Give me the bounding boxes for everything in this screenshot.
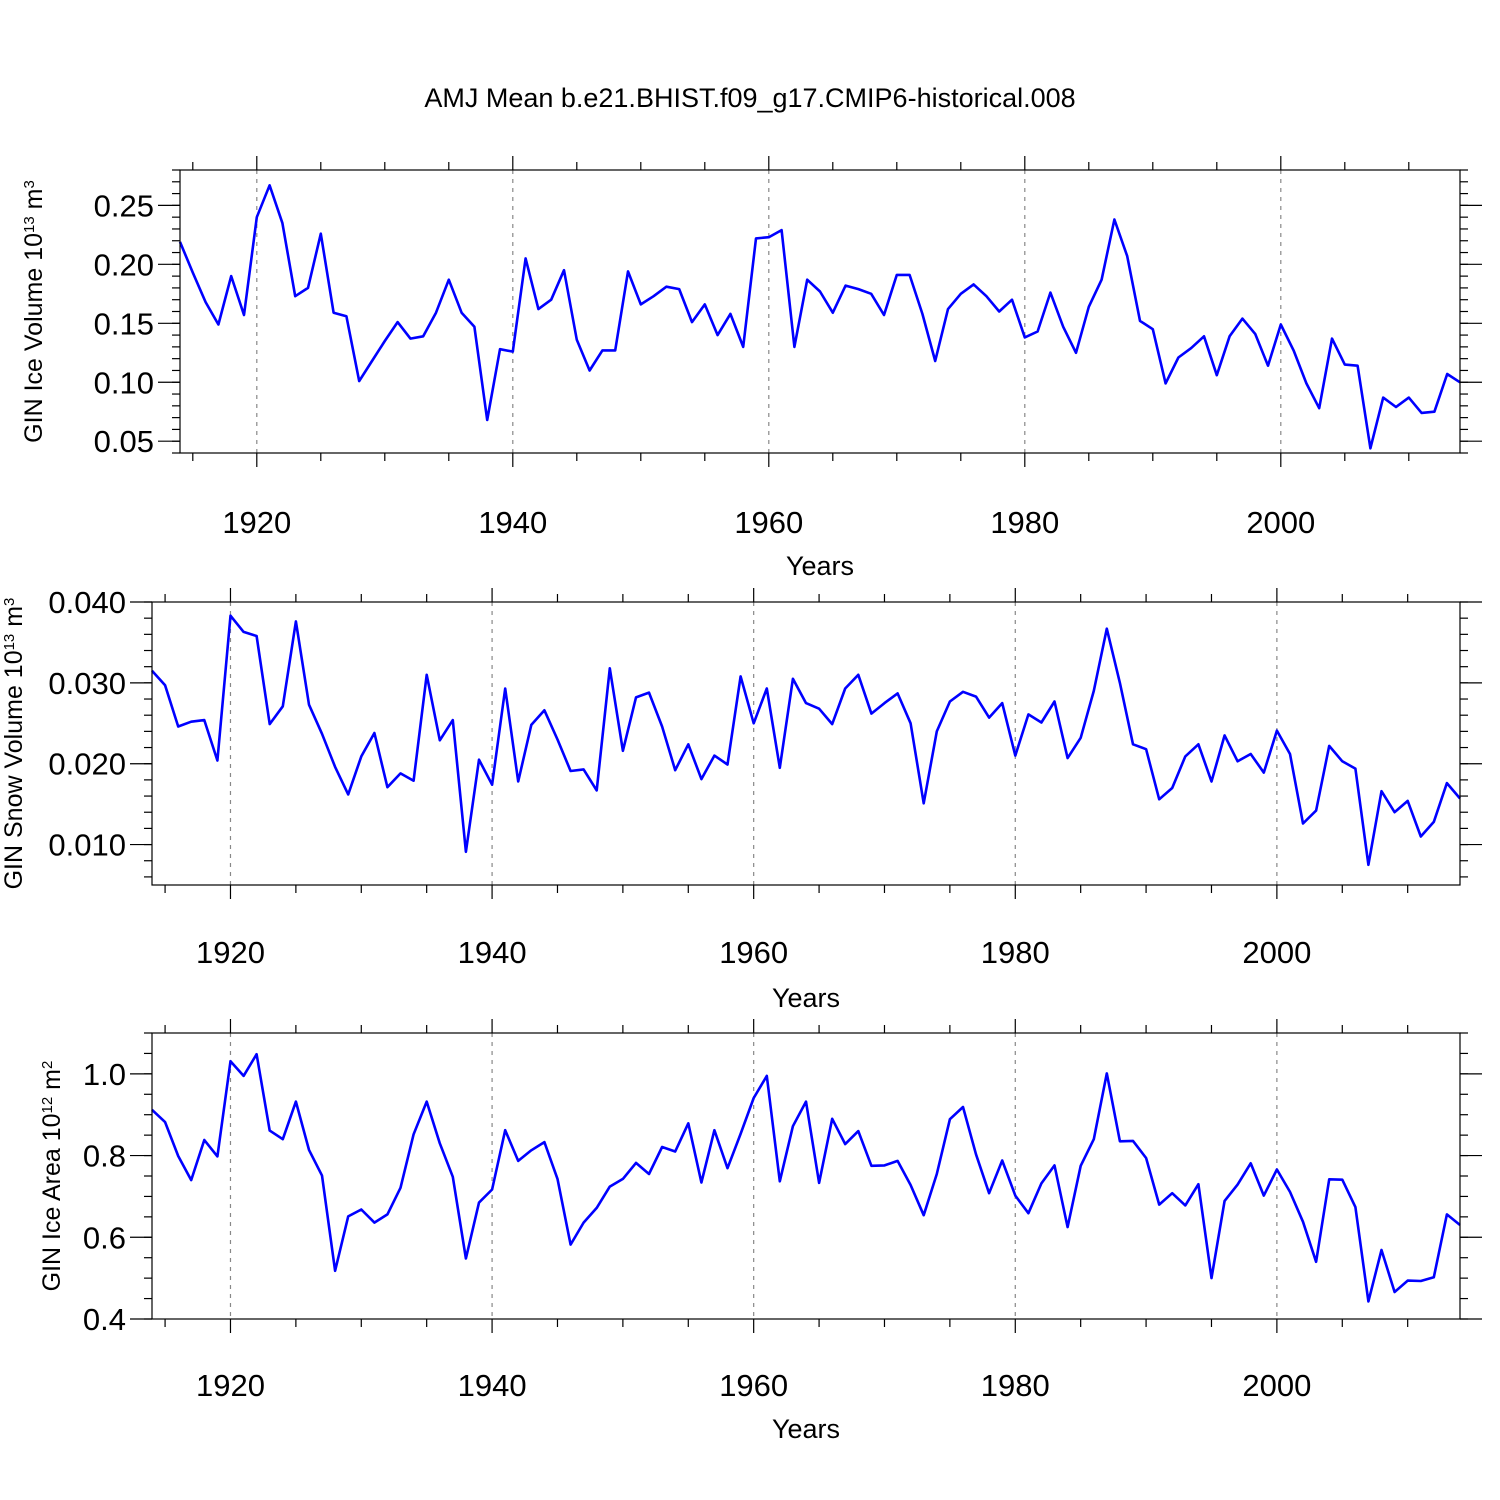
y-tick-label: 0.020 (48, 747, 126, 782)
x-tick-label: 1960 (719, 935, 788, 970)
y-axis-title-part: GIN Snow Volume 10 (0, 650, 28, 889)
y-axis-title-part: m (38, 1069, 66, 1097)
y-axis-title-exponent: 2 (39, 1061, 56, 1069)
y-axis-title-exponent: 12 (39, 1097, 56, 1114)
y-tick-label: 0.010 (48, 828, 126, 863)
x-tick-label: 1920 (196, 935, 265, 970)
x-axis-title: Years (772, 983, 840, 1013)
y-tick-label: 0.10 (94, 365, 154, 400)
x-tick-label: 1960 (719, 1368, 788, 1403)
x-tick-label: 2000 (1242, 1368, 1311, 1403)
y-axis-title-exponent: 13 (21, 216, 38, 233)
snow-volume-panel: 1920 1940 1960 1980 2000 0.010 0.020 0.030 0.040… (0, 585, 1482, 1013)
series-line-1-0 (151, 614, 1461, 867)
y-axis-title-part: m (0, 606, 28, 634)
x-tick-label: 1920 (222, 505, 291, 540)
y-axis-title-exponent: 3 (1, 598, 18, 606)
y-axis-title: GIN Ice Area 1012 m2 (38, 1061, 66, 1292)
y-axis-title: GIN Snow Volume 1013 m3 (0, 598, 28, 890)
y-tick-label: 0.25 (94, 188, 154, 223)
chart-title: AMJ Mean b.e21.BHIST.f09_g17.CMIP6-histo… (424, 83, 1075, 113)
series-line-2-0 (151, 1052, 1461, 1303)
x-axis-title: Years (786, 551, 854, 581)
ice-volume-panel: 1920 1940 1960 1980 2000 0.05 0.10 0.15 0.20 0.25… (20, 156, 1482, 581)
plot-frame (151, 1032, 1461, 1320)
x-tick-label: 1940 (458, 1368, 527, 1403)
x-tick-label: 2000 (1246, 505, 1315, 540)
y-tick-label: 0.05 (94, 424, 154, 459)
y-tick-label: 1.0 (83, 1057, 126, 1092)
y-axis-title-part: GIN Ice Volume 10 (20, 233, 48, 443)
y-axis-title-part: m (20, 189, 48, 217)
y-axis-title-exponent: 3 (21, 180, 38, 188)
x-tick-label: 1940 (458, 935, 527, 970)
x-tick-label: 1940 (478, 505, 547, 540)
y-tick-label: 0.040 (48, 585, 126, 620)
y-axis-title-part: GIN Ice Area 10 (38, 1113, 66, 1291)
plot-frame (179, 169, 1461, 454)
x-tick-label: 1960 (734, 505, 803, 540)
y-tick-label: 0.4 (83, 1302, 126, 1337)
x-axis-title: Years (772, 1414, 840, 1444)
series-line-0-0 (178, 184, 1461, 450)
x-tick-label: 2000 (1242, 935, 1311, 970)
y-tick-label: 0.6 (83, 1220, 126, 1255)
ice-area-panel: 1920 1940 1960 1980 2000 0.4 0.6 0.8 1.0 Years GIN… (38, 1019, 1482, 1444)
x-tick-label: 1980 (981, 935, 1050, 970)
y-tick-label: 0.030 (48, 666, 126, 701)
y-tick-label: 0.15 (94, 306, 154, 341)
x-tick-label: 1980 (990, 505, 1059, 540)
y-tick-label: 0.8 (83, 1139, 126, 1174)
x-tick-label: 1980 (981, 1368, 1050, 1403)
x-tick-label: 1920 (196, 1368, 265, 1403)
y-tick-label: 0.20 (94, 247, 154, 282)
y-axis-title: GIN Ice Volume 1013 m3 (20, 180, 48, 443)
plot-frame (151, 601, 1461, 886)
y-axis-title-exponent: 13 (1, 634, 18, 651)
